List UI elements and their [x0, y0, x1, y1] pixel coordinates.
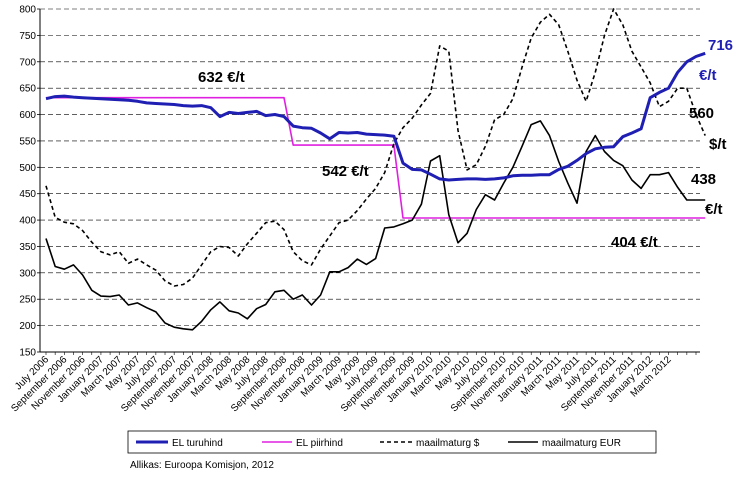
annotation-716-unit: €/t	[699, 67, 717, 84]
legend-label-maailmaturg-eur: maailmaturg EUR	[542, 438, 621, 449]
gridlines	[40, 8, 700, 326]
annotation-404: 404 €/t	[611, 234, 658, 251]
annotation-716: 716	[708, 37, 733, 54]
annotation-632: 632 €/t	[198, 69, 245, 86]
source-note: Allikas: Euroopa Komisjon, 2012	[130, 460, 274, 471]
legend: EL turuhind EL piirhind maailmaturg $ ma…	[127, 430, 657, 454]
y-tick-label: 450	[19, 189, 36, 200]
y-tick-label: 550	[19, 136, 36, 147]
annotation-560: 560	[689, 105, 714, 122]
legend-label-piirhind: EL piirhind	[296, 438, 343, 449]
y-tick-label: 500	[19, 163, 36, 174]
y-tick-label: 150	[19, 348, 36, 359]
y-tick-label: 200	[19, 321, 36, 332]
y-tick-label: 700	[19, 57, 36, 68]
y-tick-label: 600	[19, 110, 36, 121]
annotation-438-unit: €/t	[705, 201, 723, 218]
y-axis: 150 200 250 300 350 400 450 500 550 600 650 700 750 8…	[19, 5, 41, 359]
annotation-560-unit: $/t	[709, 136, 727, 153]
legend-label-turuhind: EL turuhind	[172, 438, 223, 449]
y-tick-label: 300	[19, 268, 36, 279]
annotation-438: 438	[691, 171, 716, 188]
series-line-maailmaturg-	[45, 8, 706, 287]
legend-box	[127, 430, 657, 454]
y-tick-label: 250	[19, 295, 36, 306]
series-lines	[45, 8, 706, 331]
series-line-el-piirhind	[46, 96, 706, 219]
y-tick-label: 800	[19, 5, 36, 16]
y-tick-label: 650	[19, 84, 36, 95]
y-tick-label: 350	[19, 242, 36, 253]
legend-label-maailmaturg-usd: maailmaturg $	[416, 438, 480, 449]
series-line-maailmaturg-eur	[45, 120, 706, 331]
series-line-el-turuhind	[45, 51, 706, 182]
annotation-542: 542 €/t	[322, 163, 369, 180]
y-tick-label: 400	[19, 216, 36, 227]
y-tick-label: 750	[19, 31, 36, 42]
